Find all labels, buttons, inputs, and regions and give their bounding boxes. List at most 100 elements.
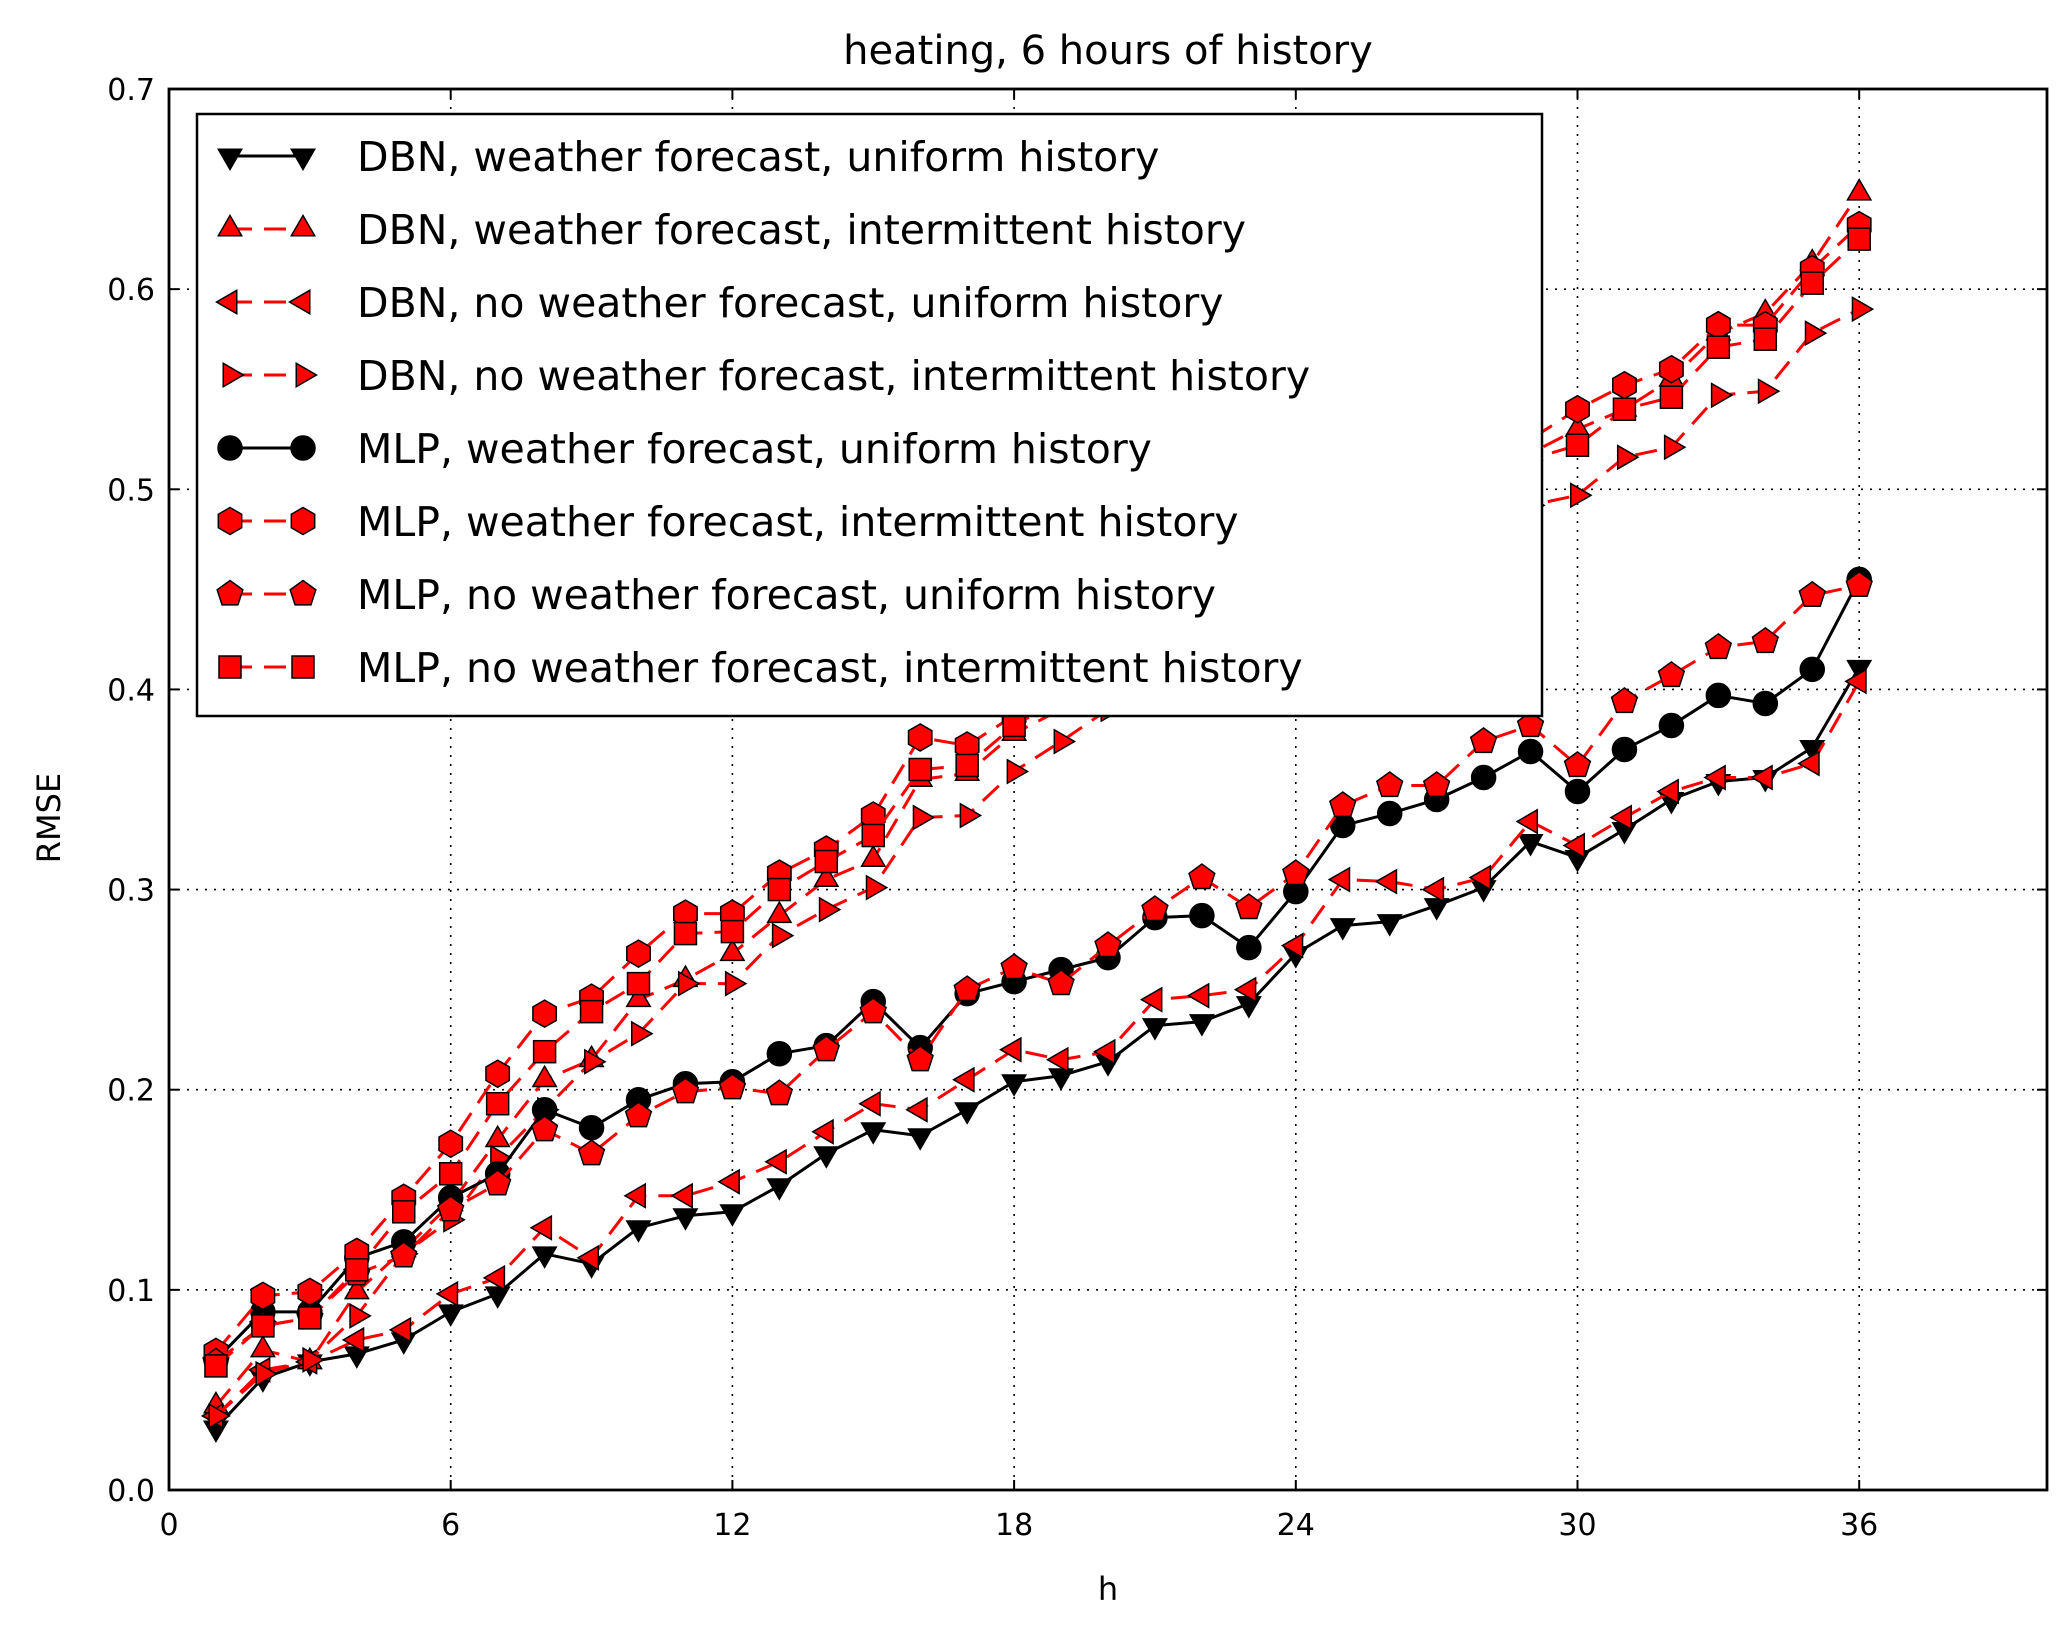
series-7-point-31 (1610, 687, 1639, 714)
series-7-point-11 (671, 1077, 700, 1104)
series-4-point-2 (255, 1360, 278, 1387)
series-1-point-13 (766, 1178, 793, 1201)
series-5-point-28 (1470, 764, 1497, 791)
y-tick-label-0: 0.0 (107, 1474, 155, 1509)
legend-marker-1-a (217, 148, 243, 172)
series-5-point-33 (1705, 682, 1732, 709)
series-1-point-6 (437, 1304, 464, 1327)
series-3-point-13 (764, 1148, 787, 1175)
series-3-point-22 (1186, 982, 1210, 1009)
series-5-point-26 (1376, 800, 1403, 827)
series-8-point-31 (1612, 397, 1637, 421)
series-7-point-29 (1516, 711, 1545, 738)
y-tick-label-7: 0.7 (107, 73, 155, 108)
plot-frame (167, 87, 2049, 1492)
series-8-point-10 (626, 971, 651, 996)
series-8-point-3 (298, 1306, 322, 1330)
series-7-point-5 (390, 1241, 418, 1268)
series-2-point-14 (813, 864, 840, 888)
series-7-point-14 (812, 1035, 841, 1062)
series-6-point-10 (626, 939, 651, 968)
series-3-point-20 (1092, 1038, 1116, 1065)
series-2-point-4 (343, 1276, 370, 1300)
series-3-point-15 (858, 1090, 881, 1117)
series-4-point-1 (208, 1402, 231, 1429)
series-7-line (215, 583, 1860, 1364)
series-8-point-15 (861, 823, 885, 848)
series-7-point-22 (1188, 863, 1216, 890)
series-4-point-18 (1006, 758, 1030, 785)
series-7-point-19 (1047, 969, 1075, 996)
series-1-point-27 (1423, 898, 1450, 921)
series-2-point-15 (860, 844, 887, 868)
series-5-point-30 (1564, 778, 1591, 805)
series-4-point-19 (1053, 728, 1077, 755)
series-3-point-14 (811, 1118, 834, 1145)
legend-marker-6-a (217, 506, 243, 536)
legend-marker-7-b (289, 579, 317, 606)
series-1-point-22 (1188, 1014, 1215, 1037)
series-7-point-16 (906, 1045, 934, 1072)
series-1-point-16 (907, 1128, 934, 1151)
series-5-point-32 (1658, 712, 1685, 739)
series-7-point-23 (1235, 893, 1263, 920)
series-6-point-33 (1705, 310, 1731, 340)
series-5-point-9 (578, 1114, 605, 1141)
series-3-point-29 (1515, 808, 1539, 835)
y-tick-label-3: 0.3 (107, 874, 155, 909)
series-3-point-17 (952, 1066, 975, 1093)
legend-marker-6-b (290, 506, 316, 536)
series-8-point-4 (345, 1258, 369, 1282)
series-2-point-7 (484, 1124, 511, 1148)
x-tick-label-5: 30 (1558, 1508, 1596, 1543)
series-1-point-7 (484, 1286, 511, 1309)
series-8-point-30 (1565, 433, 1590, 458)
series-8-point-8 (532, 1039, 557, 1064)
series-6-point-6 (438, 1129, 464, 1159)
series-4-point-16 (912, 804, 936, 831)
legend-label-5: MLP, weather forecast, uniform history (357, 425, 1152, 473)
series-6-point-30 (1565, 394, 1590, 424)
series-1-point-18 (1001, 1074, 1028, 1097)
series-8-point-16 (908, 757, 932, 782)
series-8-point-34 (1753, 327, 1778, 351)
series-4-point-34 (1757, 378, 1781, 405)
series-3-point-27 (1421, 876, 1445, 903)
legend-marker-8-a (218, 655, 242, 679)
series-1-point-25 (1329, 918, 1356, 941)
series-8-point-9 (579, 999, 604, 1024)
series-1-point-14 (813, 1146, 840, 1169)
series-2-point-12 (719, 938, 746, 962)
series-8-point-18 (1002, 713, 1026, 738)
series-7-point-10 (624, 1101, 653, 1128)
series-7-point-12 (718, 1073, 747, 1100)
y-tick-label-4: 0.4 (107, 673, 155, 708)
series-1-line (214, 666, 1861, 1429)
series-7-point-17 (953, 975, 981, 1002)
series-8-point-12 (720, 919, 745, 944)
series-8-point-11 (673, 921, 698, 946)
series-3-point-35 (1797, 750, 1820, 777)
series-3-point-18 (999, 1036, 1022, 1063)
series-3-point-4 (341, 1326, 365, 1353)
series-3-point-11 (670, 1182, 693, 1209)
y-axis-label: RMSE (30, 773, 68, 863)
y-tick-label-1: 0.1 (107, 1274, 155, 1309)
series-3-point-16 (905, 1096, 928, 1123)
series-2-point-8 (531, 1064, 558, 1088)
x-tick-label-3: 18 (995, 1508, 1033, 1543)
legend-marker-2-b (290, 213, 316, 237)
series-1-point-10 (625, 1220, 652, 1243)
series-5-point-35 (1799, 656, 1825, 683)
series-8-point-35 (1800, 271, 1824, 295)
series-8-point-1 (204, 1354, 228, 1378)
series-8-point-17 (955, 753, 979, 778)
legend-marker-7-a (216, 579, 244, 606)
x-axis-label: h (1098, 1570, 1118, 1608)
series-5-point-23 (1236, 934, 1262, 961)
legend-box (195, 112, 1544, 718)
series-6-point-32 (1658, 354, 1684, 384)
x-tick-label-6: 36 (1840, 1508, 1878, 1543)
series-7-point-27 (1422, 771, 1451, 798)
